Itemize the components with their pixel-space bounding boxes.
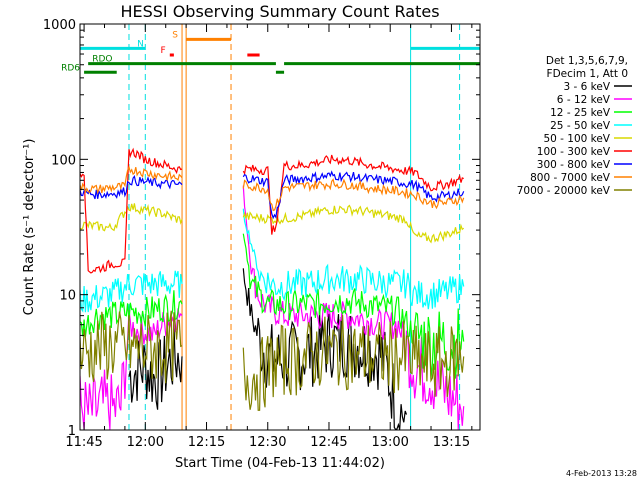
series-line-5 [80,147,183,274]
series-line-8 [242,314,465,411]
legend-entry-label: 6 - 12 keV [557,94,611,106]
plot-frame [79,23,481,431]
legend-entry-label: 25 - 50 keV [550,120,611,132]
flag-label-s: S [172,30,178,40]
series-line-4 [80,203,183,232]
legend-entry-label: 100 - 300 keV [537,146,611,158]
series-line-3 [242,208,465,310]
series-line-7 [242,178,465,212]
series-line-3 [80,270,183,313]
footer-date: 4-Feb-2013 13:28 [566,469,637,478]
series-line-7 [80,165,183,195]
x-tick-label: 13:15 [433,435,470,450]
y-axis-label: Count Rate (s⁻¹ detector⁻¹) [22,139,37,316]
flag-label-rdo: RDO [92,55,112,65]
series-line-6 [242,170,465,220]
legend-entry-label: 3 - 6 keV [563,81,610,93]
flag-label-f: F [161,46,166,56]
series-line-8 [80,310,183,384]
x-tick-label: 12:30 [249,435,286,450]
x-tick-label: 13:00 [371,435,408,450]
legend-entry-label: 800 - 7000 keV [530,172,611,184]
series-line-4 [242,204,465,244]
series-line-6 [80,175,183,200]
y-tick-label: 10 [59,289,76,304]
legend-entry-label: 50 - 100 keV [543,133,610,145]
series-line-5 [242,154,464,235]
series-line-1 [80,308,183,430]
x-axis-label: Start Time (04-Feb-13 11:44:02) [175,456,385,471]
legend-entry-label: 7000 - 20000 keV [517,185,611,197]
legend-header: Det 1,3,5,6,7,9, [546,55,628,67]
legend-header: FDecim 1, Att 0 [547,68,628,80]
x-tick-label: 11:45 [65,435,102,450]
legend: Det 1,3,5,6,7,9,FDecim 1, Att 03 - 6 keV… [517,55,632,197]
y-tick-label: 1 [68,424,76,439]
axes: 1 10 100 1000 11:45 12:00 12:15 12:30 12:45 13:00… [43,18,481,450]
legend-entry-label: 12 - 25 keV [550,107,611,119]
y-tick-label: 1000 [43,18,76,33]
chart-title: HESSI Observing Summary Count Rates [120,2,439,21]
x-tick-label: 12:45 [310,435,347,450]
plot-area [80,24,480,430]
flag-label-rd6: RD6 [61,63,80,73]
x-tick-label: 12:00 [127,435,164,450]
legend-entry-label: 300 - 800 keV [537,159,611,171]
series-line-1 [242,185,465,430]
x-tick-label: 12:15 [188,435,225,450]
flag-label-n: N [137,39,144,49]
y-tick-label: 100 [51,153,76,168]
series-line-2 [80,290,183,337]
